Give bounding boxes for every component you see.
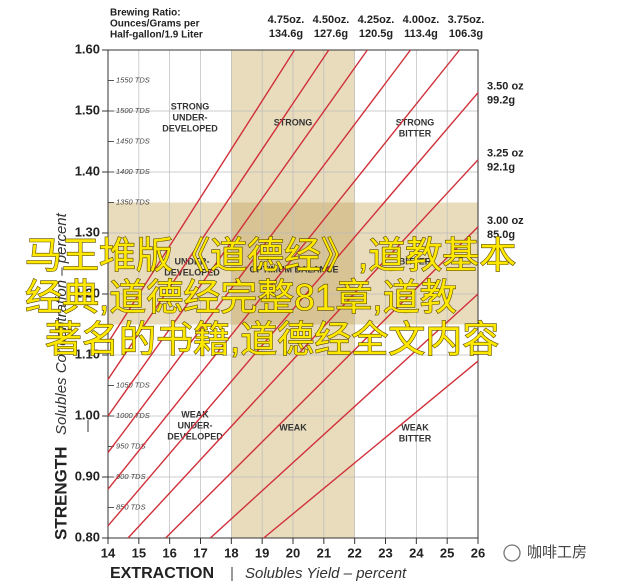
x-tick-label: 19 — [255, 545, 269, 560]
tds-label: 1450 TDS — [116, 136, 150, 145]
tds-label: 1400 TDS — [116, 167, 150, 176]
zone-label: UNDER- — [178, 420, 213, 430]
zone-label: DEVELOPED — [167, 431, 223, 441]
ratio-line — [107, 92, 479, 527]
legend-label: 3.75oz. — [448, 14, 485, 26]
y-tick-label: 1.10 — [75, 346, 100, 361]
header-line: Ounces/Grams per — [110, 19, 200, 30]
ratio-line — [107, 49, 461, 490]
legend-label: 120.5g — [359, 28, 393, 40]
tds-label: 1550 TDS — [116, 75, 150, 84]
ratio-line — [263, 360, 479, 539]
legend-label: 4.75oz. — [268, 14, 305, 26]
zone-label: UNDER- — [173, 112, 208, 122]
ratio-line — [107, 49, 330, 380]
watermark-icon — [503, 544, 521, 562]
zone-label: WEAK — [401, 422, 429, 432]
x-label-sub: Solubles Yield – percent — [245, 565, 407, 582]
zone-label: DEVELOPED — [162, 123, 218, 133]
zone-label: WEAK — [181, 409, 209, 419]
zone-label: STRONG — [274, 117, 313, 127]
tds-label: 1050 TDS — [116, 380, 150, 389]
x-tick-label: 16 — [162, 545, 176, 560]
x-tick-label: 22 — [347, 545, 361, 560]
tds-label: 950 TDS — [116, 441, 146, 450]
tds-label: 1350 TDS — [116, 197, 150, 206]
header-title: Brewing Ratio: — [110, 8, 181, 19]
tds-label: 1000 TDS — [116, 411, 150, 420]
legend-label: 3.25 oz — [487, 148, 524, 160]
x-tick-label: 18 — [224, 545, 238, 560]
overlay-text: 经典,道德经完整81章,道教 — [25, 277, 457, 318]
y-label-main: STRENGTH — [51, 447, 70, 541]
x-label-main: EXTRACTION — [110, 565, 214, 582]
y-tick-label: 1.20 — [75, 285, 100, 300]
y-tick-label: 0.80 — [75, 529, 100, 544]
y-label-sub: Solubles Concentration – percent — [53, 212, 70, 435]
x-tick-label: 20 — [286, 545, 300, 560]
tds-label: 900 TDS — [116, 472, 146, 481]
y-tick-label: 1.60 — [75, 41, 100, 56]
zone-label: BITTER — [399, 128, 432, 138]
ratio-line — [107, 49, 368, 417]
x-tick-label: 17 — [193, 545, 207, 560]
ratio-line — [107, 49, 296, 344]
x-tick-label: 25 — [440, 545, 454, 560]
legend-label: 134.6g — [269, 28, 303, 40]
y-tick-label: 1.00 — [75, 407, 100, 422]
overlay-text: 马王堆版《道德经》,道教基本 — [25, 235, 516, 276]
y-axis-label: STRENGTH Solubles Concentration – percen… — [51, 212, 70, 540]
ratio-line — [107, 49, 412, 454]
legend-label: 4.25oz. — [358, 14, 395, 26]
zone-label: UNDER- — [175, 256, 210, 266]
tds-label: 1500 TDS — [116, 106, 150, 115]
ratio-line — [209, 293, 479, 539]
y-tick-label: 1.40 — [75, 163, 100, 178]
x-tick-label: 26 — [471, 545, 485, 560]
legend-label: 85.0g — [487, 229, 515, 241]
legend-label: 99.2g — [487, 95, 515, 107]
watermark: 咖啡工房 — [527, 544, 587, 561]
legend-label: 3.00 oz — [487, 215, 524, 227]
ratio-line — [165, 226, 479, 539]
header-line: Half-gallon/1.9 Liter — [110, 30, 203, 41]
x-tick-label: 14 — [101, 545, 116, 560]
legend-label: 4.50oz. — [313, 14, 350, 26]
legend-label: 106.3g — [449, 28, 483, 40]
legend-label: 113.4g — [404, 28, 438, 40]
y-tick-label: 0.90 — [75, 468, 100, 483]
x-tick-label: 21 — [317, 545, 331, 560]
ratio-line — [127, 159, 479, 539]
zone-label: STRONG — [171, 101, 210, 111]
zone-label: BITTER — [399, 433, 432, 443]
zone-label: OPTIMUM BALANCE — [250, 264, 339, 274]
legend-label: 127.6g — [314, 28, 348, 40]
x-tick-label: 24 — [409, 545, 424, 560]
legend-label: 3.50 oz — [487, 81, 524, 93]
zone-label: STRONG — [396, 117, 435, 127]
y-tick-label: 1.30 — [75, 224, 100, 239]
y-tick-label: 1.50 — [75, 102, 100, 117]
x-tick-label: 23 — [378, 545, 392, 560]
zone-label: BITTER — [399, 256, 432, 266]
zone-label: WEAK — [279, 422, 307, 432]
overlay-text: 著名的书籍,道德经全文内容 — [45, 319, 499, 360]
x-tick-label: 15 — [132, 545, 146, 560]
legend-label: 92.1g — [487, 162, 515, 174]
tds-label: 850 TDS — [116, 502, 146, 511]
zone-label: DEVELOPED — [164, 267, 220, 277]
legend-label: 4.00oz. — [403, 14, 440, 26]
